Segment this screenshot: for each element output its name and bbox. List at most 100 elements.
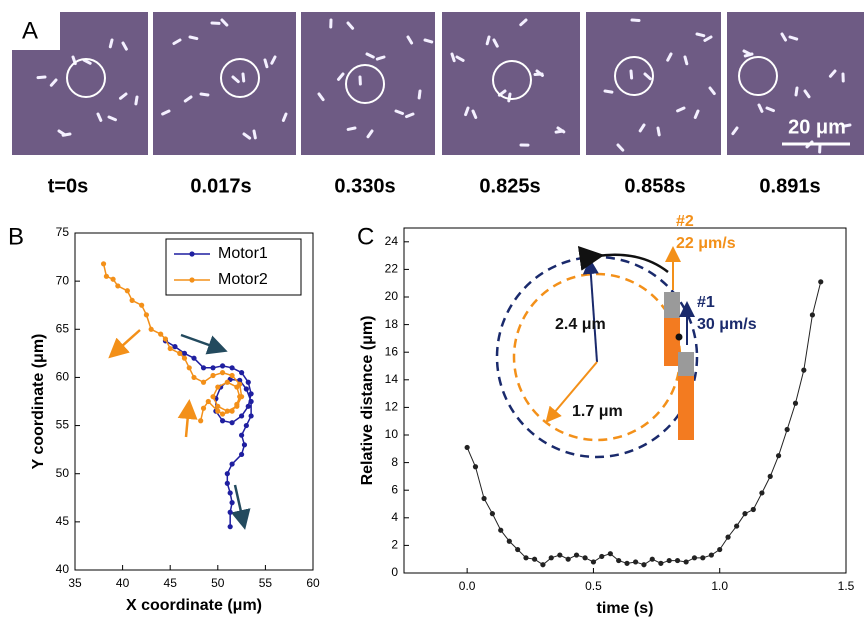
point <box>225 380 230 385</box>
point <box>215 384 220 389</box>
point <box>244 386 249 391</box>
scale-label: 20 μm <box>788 116 846 138</box>
y-tick-label: 0 <box>391 565 398 579</box>
point <box>599 554 604 559</box>
frame-time: 0.858s <box>624 175 685 197</box>
y-axis-label: Y coordinate (μm) <box>30 334 47 470</box>
point <box>616 558 621 563</box>
particle <box>243 74 244 81</box>
point <box>244 423 249 428</box>
direction-arrows <box>112 330 244 525</box>
point <box>608 551 613 556</box>
particle <box>452 54 454 61</box>
y-tick-label: 20 <box>385 289 399 303</box>
point <box>139 303 144 308</box>
particle <box>487 37 489 44</box>
point <box>182 356 187 361</box>
point <box>191 375 196 380</box>
point <box>574 552 579 557</box>
point <box>776 453 781 458</box>
point <box>225 481 230 486</box>
y-tick-label: 60 <box>56 370 70 384</box>
point <box>206 399 211 404</box>
point <box>650 557 655 562</box>
x-tick-label: 50 <box>211 576 225 590</box>
point <box>742 511 747 516</box>
point <box>237 394 242 399</box>
particle <box>631 71 632 78</box>
particle <box>419 91 420 98</box>
inset-diagram <box>497 250 697 457</box>
frame-time: 0.330s <box>334 175 395 197</box>
point <box>239 370 244 375</box>
particle <box>556 131 563 132</box>
point <box>684 559 689 564</box>
point <box>751 507 756 512</box>
particle <box>697 34 704 36</box>
y-axis-label: Relative distance (μm) <box>359 316 376 486</box>
panel-label: A <box>22 17 38 44</box>
plot-frame <box>404 228 846 573</box>
particle <box>796 88 797 95</box>
annotation: 2.4 μm <box>555 316 606 333</box>
point <box>624 561 629 566</box>
point <box>144 312 149 317</box>
point <box>249 413 254 418</box>
point <box>490 511 495 516</box>
legend-marker <box>189 277 194 282</box>
point <box>709 552 714 557</box>
point <box>246 380 251 385</box>
point <box>201 365 206 370</box>
point <box>523 555 528 560</box>
point <box>675 558 680 563</box>
y-tick-label: 55 <box>56 418 70 432</box>
x-tick-label: 0.5 <box>585 579 602 593</box>
annotation: 1.7 μm <box>572 403 623 420</box>
y-tick-label: 50 <box>56 466 70 480</box>
point <box>229 420 234 425</box>
point <box>557 552 562 557</box>
point <box>810 312 815 317</box>
point <box>234 384 239 389</box>
point <box>234 402 239 407</box>
y-tick-label: 70 <box>56 273 70 287</box>
point <box>692 555 697 560</box>
x-axis-label: time (s) <box>597 600 654 617</box>
y-tick-label: 14 <box>385 372 399 386</box>
x-tick-label: 0.0 <box>459 579 476 593</box>
frame-time: t=0s <box>48 175 89 197</box>
point <box>465 445 470 450</box>
point <box>667 558 672 563</box>
x-axis-label: X coordinate (μm) <box>126 597 262 614</box>
point <box>229 409 234 414</box>
point <box>540 562 545 567</box>
point <box>481 496 486 501</box>
x-tick-label: 35 <box>68 576 82 590</box>
point <box>641 562 646 567</box>
point <box>101 261 106 266</box>
frame <box>301 12 435 155</box>
point <box>818 279 823 284</box>
point <box>229 500 234 505</box>
y-tick-label: 2 <box>391 538 398 552</box>
point <box>793 401 798 406</box>
particle <box>605 91 612 92</box>
point <box>220 411 225 416</box>
particle <box>658 128 659 135</box>
y-tick-label: 18 <box>385 317 399 331</box>
point <box>532 557 537 562</box>
point <box>759 490 764 495</box>
point <box>125 288 130 293</box>
point <box>225 409 230 414</box>
y-tick-label: 12 <box>385 400 399 414</box>
point <box>507 539 512 544</box>
point <box>725 535 730 540</box>
y-tick-label: 22 <box>385 262 399 276</box>
point <box>177 351 182 356</box>
particle <box>348 128 355 129</box>
point <box>210 394 215 399</box>
point <box>149 327 154 332</box>
point <box>130 298 135 303</box>
point <box>242 442 247 447</box>
y-tick-label: 75 <box>56 225 70 239</box>
